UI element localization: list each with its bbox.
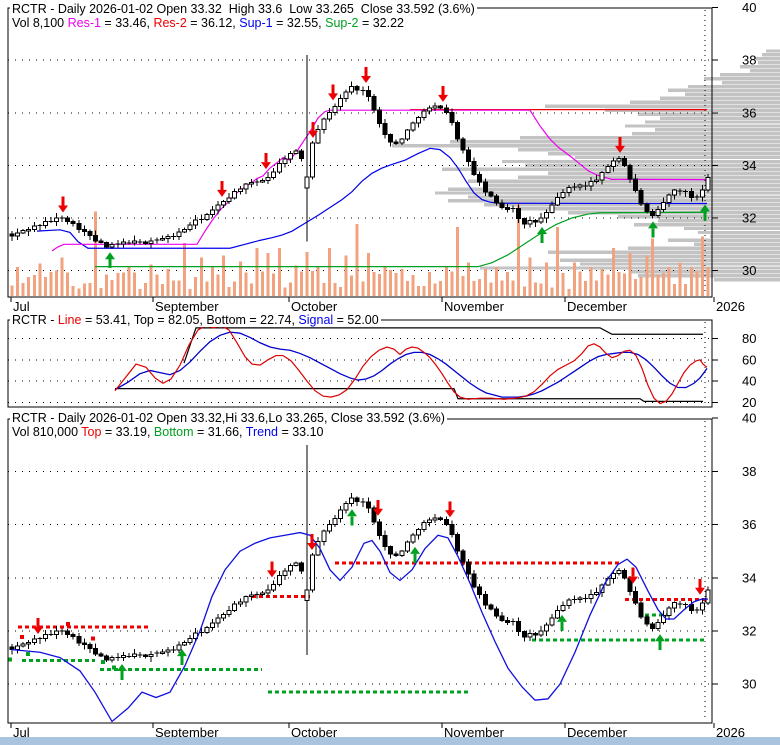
header-token: Res-1	[67, 16, 101, 30]
svg-text:40: 40	[742, 411, 756, 426]
header-token: Signal	[298, 313, 334, 327]
header-token: = 32.55,	[272, 16, 326, 30]
svg-text:2026: 2026	[716, 299, 745, 314]
svg-text:80: 80	[742, 331, 756, 346]
header-token: = 36.12,	[186, 16, 240, 30]
header-token: Line	[57, 313, 82, 327]
header-token: = 33.46,	[100, 16, 154, 30]
svg-text:Jul: Jul	[13, 299, 30, 314]
svg-text:38: 38	[742, 53, 756, 68]
window-bottom-edge	[0, 737, 780, 745]
header-token: Res-2	[153, 16, 187, 30]
header-token: Top	[81, 425, 102, 439]
svg-text:September: September	[155, 299, 219, 314]
svg-text:September: September	[155, 725, 219, 740]
svg-text:November: November	[444, 725, 505, 740]
header-token: Vol 8,100	[12, 16, 68, 30]
panel1-header-line1: RCTR - Daily 2026-01-02 Open 33.32 High …	[10, 2, 477, 16]
svg-text:32: 32	[742, 624, 756, 639]
header-token: RCTR -	[12, 313, 58, 327]
svg-text:30: 30	[742, 263, 756, 278]
svg-text:December: December	[567, 299, 628, 314]
header-token: = 31.66,	[193, 425, 246, 439]
svg-text:Jul: Jul	[13, 725, 30, 740]
header-token: = 32.22	[358, 16, 404, 30]
svg-text:2026: 2026	[716, 725, 745, 740]
svg-text:40: 40	[742, 0, 756, 15]
header-token: Sup-2	[325, 16, 359, 30]
svg-text:34: 34	[742, 570, 756, 585]
svg-text:November: November	[444, 299, 505, 314]
header-token: = 33.19,	[101, 425, 154, 439]
panel3-header-line1: RCTR - Daily 2026-01-02 Open 33.32,Hi 33…	[10, 411, 447, 425]
svg-text:December: December	[567, 725, 628, 740]
panel3-header-line2: Vol 810,000 Top = 33.19, Bottom = 31.66,…	[10, 426, 326, 439]
svg-text:34: 34	[742, 158, 756, 173]
header-token: Bottom	[153, 425, 194, 439]
svg-text:October: October	[291, 725, 338, 740]
svg-text:60: 60	[742, 352, 756, 367]
svg-text:30: 30	[742, 677, 756, 692]
panel2-header-line1: RCTR - Line = 53.41, Top = 82.05, Bottom…	[10, 314, 381, 327]
svg-text:36: 36	[742, 517, 756, 532]
svg-text:20: 20	[742, 395, 756, 410]
header-token: Sup-1	[239, 16, 273, 30]
header-token: = 53.41, Top = 82.05, Bottom = 22.74,	[81, 313, 299, 327]
panel1-header-line2: Vol 8,100 Res-1 = 33.46, Res-2 = 36.12, …	[10, 17, 406, 30]
header-token: Trend	[245, 425, 278, 439]
header-token: = 52.00	[333, 313, 379, 327]
svg-text:40: 40	[742, 374, 756, 389]
svg-text:38: 38	[742, 464, 756, 479]
svg-text:October: October	[291, 299, 338, 314]
header-token: = 33.10	[277, 425, 324, 439]
header-token: Vol 810,000	[12, 425, 82, 439]
svg-text:36: 36	[742, 105, 756, 120]
svg-text:32: 32	[742, 211, 756, 226]
